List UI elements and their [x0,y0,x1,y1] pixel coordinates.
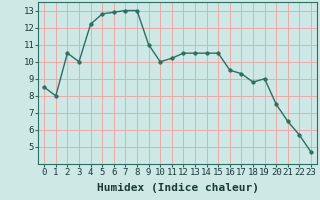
X-axis label: Humidex (Indice chaleur): Humidex (Indice chaleur) [97,183,259,193]
